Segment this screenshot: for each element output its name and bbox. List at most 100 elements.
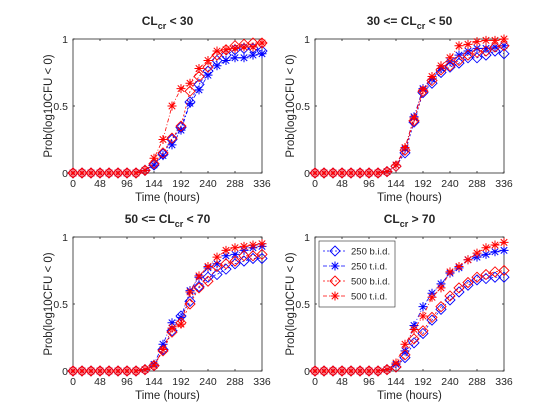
data-point-star — [177, 320, 186, 329]
legend-label: 250 t.i.d. — [351, 262, 387, 273]
x-tick-label: 48 — [336, 178, 348, 190]
data-point-star — [123, 367, 132, 376]
data-point-star — [311, 169, 320, 178]
data-point-star — [258, 239, 267, 248]
subplot-4: 0 48 96 144 192 240 288 33600.51CLcr > 70Time (… — [285, 212, 513, 402]
y-axis-label: Prob(log10CFU < 0) — [43, 252, 55, 355]
data-point-star — [213, 47, 222, 56]
data-point-star — [356, 367, 365, 376]
title-suffix: < 30 — [166, 14, 193, 28]
x-tick-label: 144 — [387, 376, 405, 388]
data-point-star — [473, 37, 482, 46]
data-point-star — [482, 36, 491, 45]
x-tick-label: 48 — [94, 376, 106, 388]
data-point-star — [455, 262, 464, 271]
data-point-star — [473, 249, 482, 258]
data-point-star — [347, 367, 356, 376]
legend-marker — [331, 262, 340, 271]
data-point-star — [114, 367, 123, 376]
subplot-title: CLcr < 30 — [142, 14, 194, 31]
y-tick-label: 0.5 — [53, 299, 68, 311]
data-point-star — [132, 169, 141, 178]
legend-marker — [331, 292, 340, 301]
data-point-star — [410, 325, 419, 334]
data-point-star — [186, 287, 195, 296]
data-point-star — [491, 241, 500, 250]
data-point-star — [320, 169, 329, 178]
subplot-2: 0 48 96 144 192 240 288 33600.5130 <= CLcr < 50… — [285, 14, 513, 204]
data-point-star — [401, 143, 410, 152]
data-point-star — [249, 43, 258, 52]
data-point-star — [69, 169, 78, 178]
x-tick-label: 144 — [145, 376, 163, 388]
x-tick-label: 336 — [253, 178, 271, 190]
x-tick-label: 240 — [199, 178, 217, 190]
data-point-star — [500, 246, 509, 255]
x-tick-label: 96 — [363, 376, 375, 388]
data-point-star — [464, 255, 473, 264]
data-point-star — [213, 253, 222, 262]
data-point-star — [231, 53, 240, 62]
data-point-star — [141, 166, 150, 175]
legend-label: 500 b.i.d. — [351, 277, 390, 288]
subplot-1: 0 48 96 144 192 240 288 33600.51CLcr < 30Time (… — [43, 14, 271, 204]
title-prefix: CL — [384, 212, 400, 226]
title-prefix: CL — [142, 14, 158, 28]
data-point-star — [482, 243, 491, 252]
data-point-star — [383, 365, 392, 374]
title-suffix: < 50 — [425, 14, 452, 28]
x-axis-label: Time (hours) — [135, 192, 200, 204]
data-point-star — [455, 41, 464, 50]
data-point-star — [258, 39, 267, 48]
subplot-title: 30 <= CLcr < 50 — [367, 14, 453, 31]
data-point-star — [249, 51, 258, 60]
x-tick-label: 336 — [253, 376, 271, 388]
y-tick-label: 0.5 — [53, 101, 68, 113]
x-tick-label: 288 — [226, 376, 244, 388]
data-point-star — [428, 72, 437, 81]
data-point-star — [500, 238, 509, 247]
x-axis-label: Time (hours) — [377, 390, 442, 402]
data-point-star — [356, 169, 365, 178]
title-prefix: 50 <= CL — [125, 212, 175, 226]
data-point-star — [365, 169, 374, 178]
data-point-star — [177, 84, 186, 93]
data-point-star — [437, 61, 446, 70]
x-tick-label: 0 — [70, 376, 76, 388]
x-tick-label: 48 — [336, 376, 348, 388]
data-point-star — [96, 367, 105, 376]
y-tick-label: 1 — [304, 34, 310, 46]
x-tick-label: 0 — [312, 178, 318, 190]
subplot-title: 50 <= CLcr < 70 — [125, 212, 211, 229]
data-point-star — [186, 79, 195, 88]
x-tick-label: 288 — [468, 178, 486, 190]
data-point-star — [123, 169, 132, 178]
data-point-star — [87, 367, 96, 376]
data-point-star — [222, 56, 231, 65]
data-point-star — [320, 367, 329, 376]
legend-label: 500 t.i.d. — [351, 292, 387, 303]
x-tick-label: 96 — [121, 178, 133, 190]
data-point-star — [410, 114, 419, 123]
x-tick-label: 48 — [94, 178, 106, 190]
x-tick-label: 336 — [495, 376, 513, 388]
subplot-title: CLcr > 70 — [384, 212, 436, 229]
data-point-star — [204, 56, 213, 65]
data-point-star — [329, 367, 338, 376]
data-point-star — [464, 40, 473, 49]
y-axis-label: Prob(log10CFU < 0) — [285, 252, 297, 355]
y-tick-label: 0.5 — [295, 101, 310, 113]
data-point-star — [249, 241, 258, 250]
x-tick-label: 288 — [226, 178, 244, 190]
data-point-star — [87, 169, 96, 178]
legend-label: 250 b.i.d. — [351, 247, 390, 258]
data-point-star — [374, 367, 383, 376]
subplot-3: 0 48 96 144 192 240 288 33600.5150 <= CLcr < 70… — [43, 212, 271, 402]
data-point-star — [338, 367, 347, 376]
x-tick-label: 96 — [121, 376, 133, 388]
data-point-star — [204, 262, 213, 271]
data-point-star — [258, 49, 267, 58]
x-tick-label: 336 — [495, 178, 513, 190]
title-suffix: > 70 — [408, 212, 435, 226]
x-tick-label: 192 — [172, 178, 190, 190]
